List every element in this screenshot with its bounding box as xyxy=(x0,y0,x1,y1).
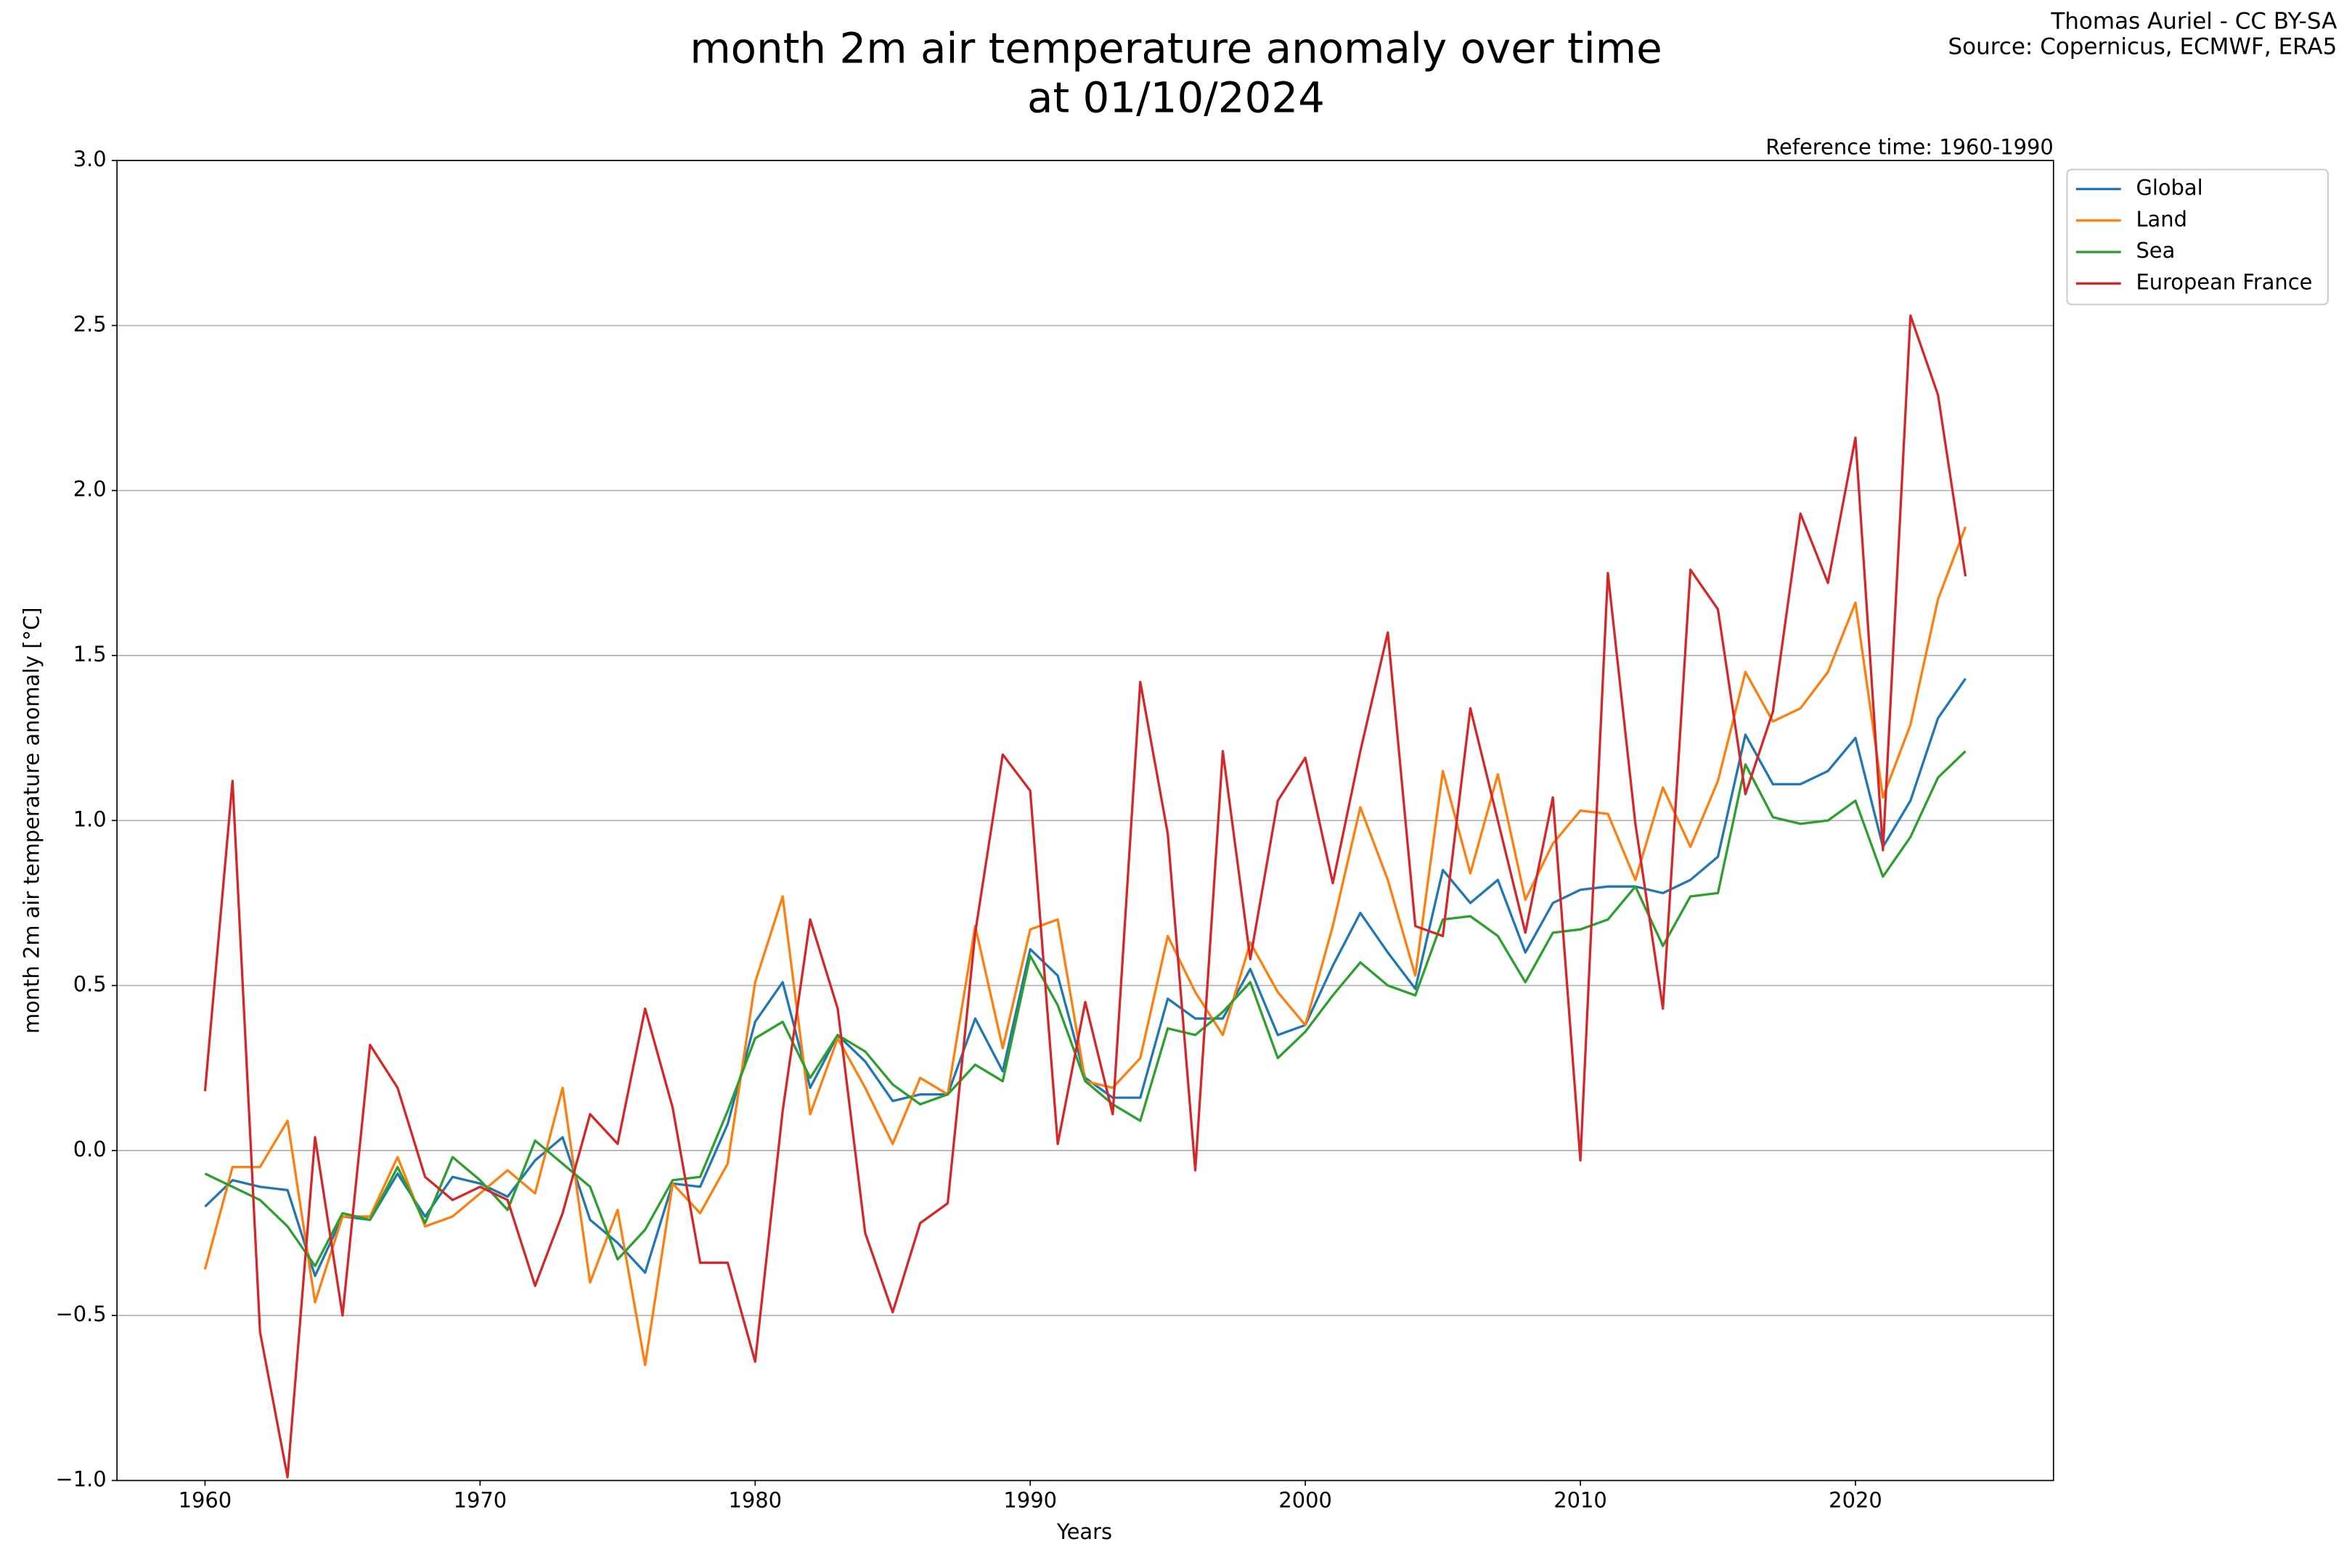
y-tick-label: −0.5 xyxy=(56,1302,107,1326)
x-tick-label: 1970 xyxy=(454,1487,507,1512)
credit: Source: Copernicus, ECMWF, ERA5 xyxy=(1948,34,2337,60)
y-tick-label: −1.0 xyxy=(56,1466,107,1491)
y-axis-label: month 2m air temperature anomaly [°C] xyxy=(19,608,44,1034)
x-tick-label: 1960 xyxy=(179,1487,232,1512)
chart-title: at 01/10/2024 xyxy=(1027,73,1325,123)
y-tick-label: 1.0 xyxy=(73,807,107,831)
x-tick-label: 2010 xyxy=(1553,1487,1607,1512)
legend-label: Sea xyxy=(2136,238,2175,263)
plot-frame xyxy=(116,160,2054,1482)
series-line xyxy=(203,314,1967,1479)
y-tick-label: 0.0 xyxy=(73,1137,107,1161)
x-tick-label: 2000 xyxy=(1278,1487,1332,1512)
legend-label: Land xyxy=(2136,207,2187,232)
y-tick-label: 3.0 xyxy=(73,147,107,171)
legend-label: Global xyxy=(2136,175,2202,200)
y-tick-label: 0.5 xyxy=(73,972,107,997)
x-tick-label: 1980 xyxy=(728,1487,782,1512)
legend-label: European France xyxy=(2136,270,2312,295)
x-tick-label: 2020 xyxy=(1829,1487,1882,1512)
chart-title: month 2m air temperature anomaly over ti… xyxy=(690,23,1662,73)
y-tick-label: 2.5 xyxy=(73,311,107,336)
x-tick-label: 1990 xyxy=(1003,1487,1057,1512)
legend-box xyxy=(2066,168,2329,306)
annotation: Reference time: 1960-1990 xyxy=(1765,135,2054,160)
credit: Thomas Auriel - CC BY-SA xyxy=(2050,8,2337,34)
x-axis-label: Years xyxy=(1056,1519,1112,1544)
y-tick-label: 1.5 xyxy=(73,642,107,666)
y-tick-label: 2.0 xyxy=(73,477,107,502)
series-line xyxy=(204,750,1967,1267)
